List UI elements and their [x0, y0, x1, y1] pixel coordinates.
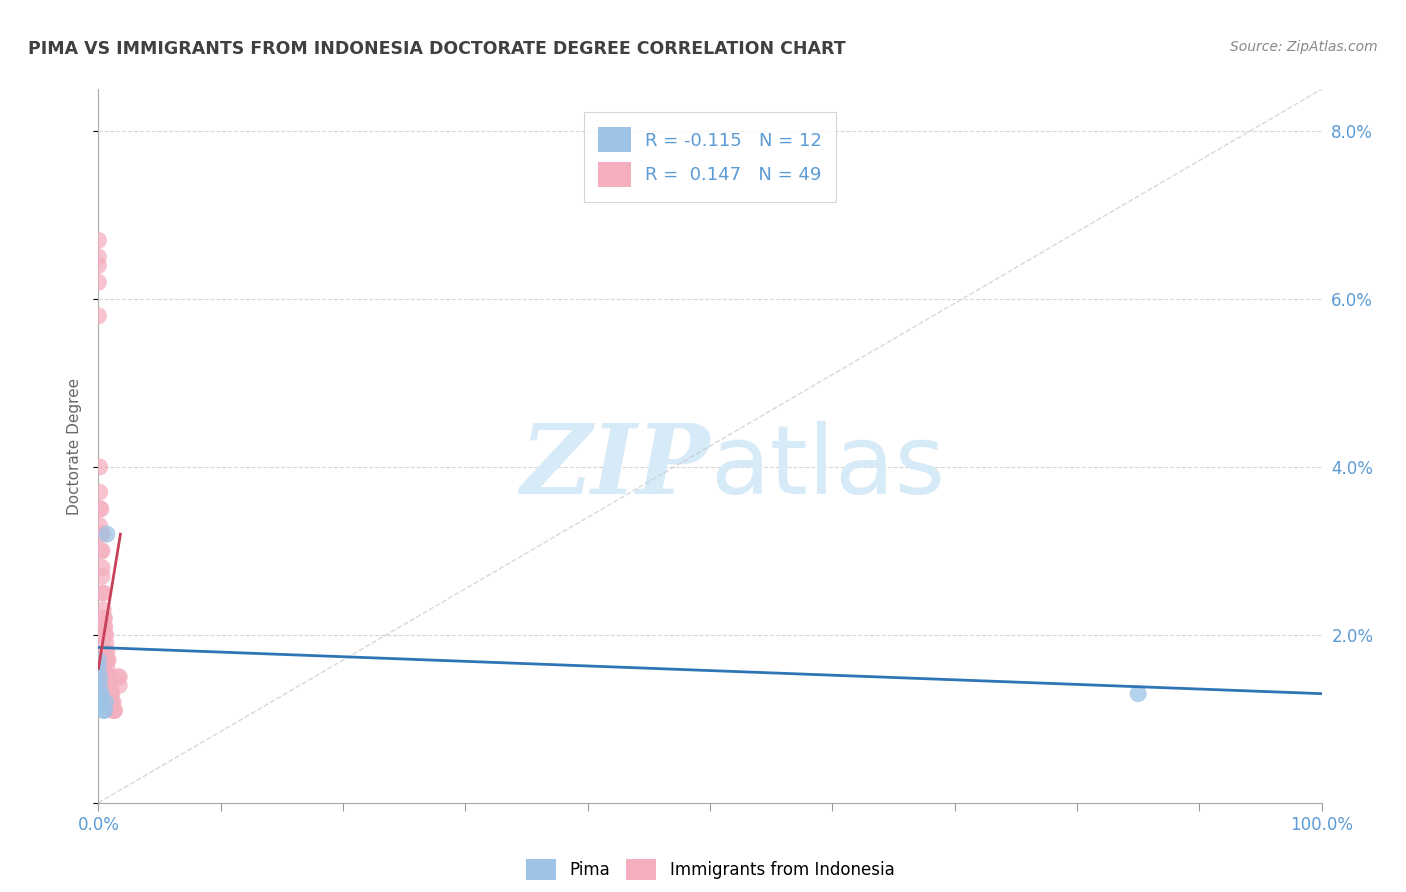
Point: [94, 653, 117, 667]
Point: [90, 544, 112, 558]
Point: [91, 544, 114, 558]
Point: [91, 703, 114, 717]
Text: Source: ZipAtlas.com: Source: ZipAtlas.com: [1230, 40, 1378, 54]
Point: [91, 560, 114, 574]
Point: [100, 687, 122, 701]
Point: [96, 661, 118, 675]
Point: [87, 309, 110, 323]
Point: [87, 233, 110, 247]
Point: [91, 569, 114, 583]
Point: [108, 678, 131, 692]
Point: [93, 703, 115, 717]
Point: [98, 678, 121, 692]
Point: [103, 703, 125, 717]
Point: [107, 670, 129, 684]
Point: [87, 661, 110, 675]
Point: [94, 695, 117, 709]
Point: [97, 670, 120, 684]
Point: [91, 611, 114, 625]
Point: [108, 670, 131, 684]
Point: [91, 586, 114, 600]
Point: [90, 502, 112, 516]
Point: [93, 611, 115, 625]
Point: [103, 703, 125, 717]
Point: [101, 703, 124, 717]
Point: [91, 527, 114, 541]
Point: [91, 695, 114, 709]
Point: [89, 678, 111, 692]
Point: [89, 485, 111, 500]
Point: [87, 259, 110, 273]
Point: [90, 527, 112, 541]
Point: [101, 695, 124, 709]
Point: [94, 628, 117, 642]
Point: [100, 678, 122, 692]
Point: [89, 460, 111, 475]
Point: [96, 653, 118, 667]
Point: [87, 250, 110, 264]
Point: [94, 645, 117, 659]
Point: [89, 687, 111, 701]
Text: ZIP: ZIP: [520, 420, 710, 515]
Point: [87, 275, 110, 289]
Legend: R = -0.115   N = 12, R =  0.147   N = 49: R = -0.115 N = 12, R = 0.147 N = 49: [583, 112, 837, 202]
Point: [98, 670, 121, 684]
Point: [98, 687, 121, 701]
Text: atlas: atlas: [710, 421, 945, 514]
Point: [93, 619, 115, 633]
Point: [100, 695, 122, 709]
Point: [97, 653, 120, 667]
Point: [89, 670, 111, 684]
Point: [101, 695, 124, 709]
Point: [98, 670, 121, 684]
Point: [89, 518, 111, 533]
Point: [90, 687, 112, 701]
Point: [89, 502, 111, 516]
Point: [91, 586, 114, 600]
Point: [96, 527, 118, 541]
Point: [96, 645, 118, 659]
Point: [1128, 687, 1150, 701]
Point: [93, 619, 115, 633]
Point: [91, 603, 114, 617]
Point: [93, 628, 115, 642]
Point: [94, 636, 117, 650]
Y-axis label: Doctorate Degree: Doctorate Degree: [67, 377, 83, 515]
Point: [87, 653, 110, 667]
Point: [101, 687, 124, 701]
Text: PIMA VS IMMIGRANTS FROM INDONESIA DOCTORATE DEGREE CORRELATION CHART: PIMA VS IMMIGRANTS FROM INDONESIA DOCTOR…: [28, 40, 846, 58]
